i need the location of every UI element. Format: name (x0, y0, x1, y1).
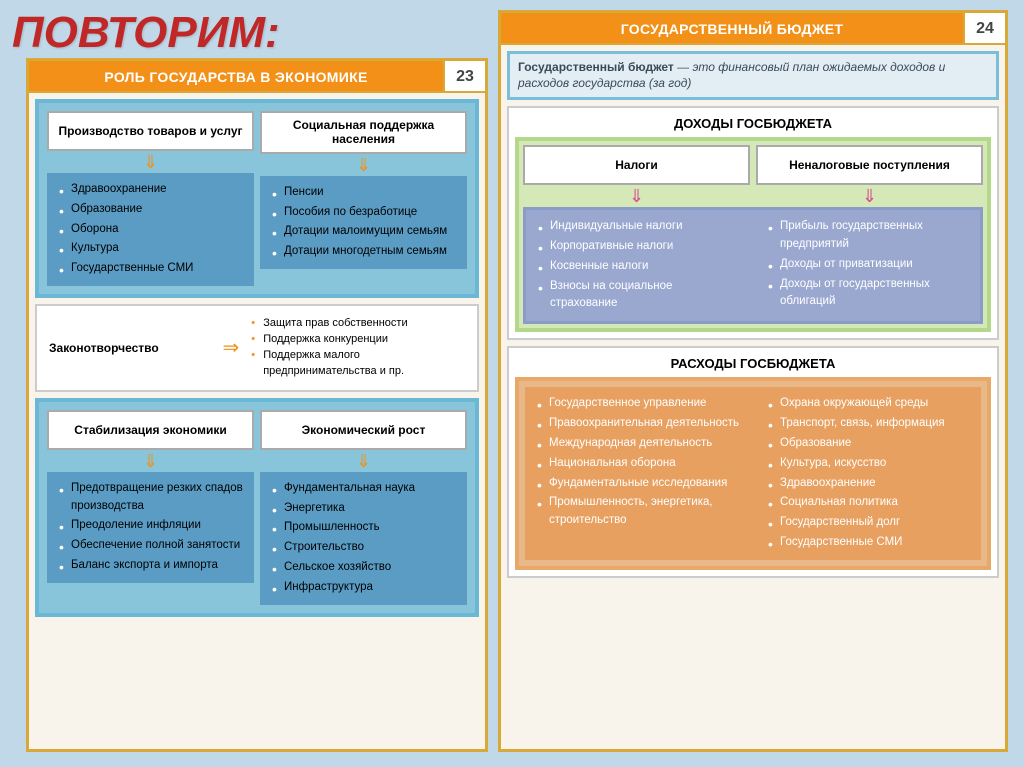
expense-title: РАСХОДЫ ГОСБЮДЖЕТА (511, 356, 995, 371)
list-item: Транспорт, связь, информация (770, 415, 973, 433)
income-title: ДОХОДЫ ГОСБЮДЖЕТА (511, 116, 995, 131)
list-item: Оборона (61, 221, 246, 239)
list-item: Индивидуальные налоги (540, 218, 742, 236)
list-item: Государственные СМИ (770, 534, 973, 552)
panel-header: РОЛЬ ГОСУДАРСТВА В ЭКОНОМИКЕ 23 (29, 61, 485, 93)
list-item: Государственные СМИ (61, 260, 246, 278)
list-item: Пенсии (274, 184, 459, 202)
list-nontax: Прибыль государственных предприятий Доход… (756, 210, 980, 321)
arrow-down-icon: ⇓ (260, 156, 467, 174)
list-item: Международная деятельность (539, 435, 742, 453)
list-item: Инфраструктура (274, 579, 459, 597)
list-item: Охрана окружающей среды (770, 395, 973, 413)
list-item: Поддержка малого предпринимательства и п… (253, 348, 467, 380)
list-production: Здравоохранение Образование ОборонаКультур… (47, 173, 254, 286)
head-production: Производство товаров и услуг (47, 111, 254, 151)
list-item: Баланс экспорта и импорта (61, 557, 246, 575)
panel-header-title: РОЛЬ ГОСУДАРСТВА В ЭКОНОМИКЕ (29, 61, 443, 91)
list-stabilization: Предотвращение резких спадов производств… (47, 472, 254, 583)
arrow-down-icon: ⇓ (523, 187, 750, 205)
head-stabilization: Стабилизация экономики (47, 410, 254, 450)
panel-role-state-economy: РОЛЬ ГОСУДАРСТВА В ЭКОНОМИКЕ 23 Производ… (26, 58, 488, 752)
arrow-right-icon: ⇒ (222, 335, 239, 360)
list-item: Промышленность (274, 519, 459, 537)
list-item: Образование (61, 201, 246, 219)
panel-state-budget: ГОСУДАРСТВЕННЫЙ БЮДЖЕТ 24 Государственны… (498, 10, 1008, 752)
top-block: Производство товаров и услуг ⇓ Здравоохр… (35, 99, 479, 298)
list-item: Доходы от государственных облигаций (770, 276, 972, 312)
list-item: Энергетика (274, 500, 459, 518)
definition-term: Государственный бюджет (518, 60, 674, 74)
list-item: Государственное управление (539, 395, 742, 413)
list-item: Обеспечение полной занятости (61, 537, 246, 555)
list-item: Доходы от приватизации (770, 256, 972, 274)
arrow-down-icon: ⇓ (756, 187, 983, 205)
lawmaking-block: Законотворчество ⇒ Защита прав собственн… (35, 304, 479, 392)
list-expense-right: Охрана окружающей среды Транспорт, связь,… (756, 387, 981, 560)
list-item: Образование (770, 435, 973, 453)
list-item: Прибыль государственных предприятий (770, 218, 972, 254)
list-item: Промышленность, энергетика, строительств… (539, 494, 742, 530)
list-taxes: Индивидуальные налоги Корпоративные налог… (526, 210, 750, 321)
list-item: Поддержка конкуренции (253, 332, 467, 348)
list-item: Дотации малоимущим семьям (274, 223, 459, 241)
list-item: Защита прав собственности (253, 316, 467, 332)
arrow-down-icon: ⇓ (260, 452, 467, 470)
list-item: Культура, искусство (770, 455, 973, 473)
list-item: Здравоохранение (770, 475, 973, 493)
list-item: Государственный долг (770, 514, 973, 532)
panel-header: ГОСУДАРСТВЕННЫЙ БЮДЖЕТ 24 (501, 13, 1005, 45)
list-item: Здравоохранение (61, 181, 246, 199)
list-item: Корпоративные налоги (540, 238, 742, 256)
expense-section: РАСХОДЫ ГОСБЮДЖЕТА Государственное управ… (507, 346, 999, 578)
panel-header-number: 24 (963, 13, 1005, 43)
arrow-down-icon: ⇓ (47, 452, 254, 470)
definition-box: Государственный бюджет — это финансовый … (507, 51, 999, 100)
arrow-down-icon: ⇓ (47, 153, 254, 171)
list-item: Социальная политика (770, 494, 973, 512)
list-item: Дотации многодетным семьям (274, 243, 459, 261)
slide-title: ПОВТОРИМ: (12, 8, 280, 58)
head-nontax: Неналоговые поступления (756, 145, 983, 185)
list-item: Пособия по безработице (274, 204, 459, 222)
bottom-block: Стабилизация экономики ⇓ Предотвращение … (35, 398, 479, 617)
lawmaking-label: Законотворчество (41, 333, 222, 363)
list-item: Фундаментальные исследования (539, 475, 742, 493)
list-social-support: Пенсии Пособия по безработицеДотации мало… (260, 176, 467, 269)
panel-header-number: 23 (443, 61, 485, 91)
list-item: Правоохранительная деятельность (539, 415, 742, 433)
list-item: Национальная оборона (539, 455, 742, 473)
list-item: Косвенные налоги (540, 258, 742, 276)
head-growth: Экономический рост (260, 410, 467, 450)
list-item: Фундаментальная наука (274, 480, 459, 498)
list-item: Строительство (274, 539, 459, 557)
list-item: Предотвращение резких спадов производств… (61, 480, 246, 516)
list-growth: Фундаментальная наука ЭнергетикаПромышлен… (260, 472, 467, 605)
list-expense-left: Государственное управление Правоохранител… (525, 387, 750, 560)
head-social-support: Социальная поддержка населения (260, 111, 467, 154)
list-item: Преодоление инфляции (61, 517, 246, 535)
income-section: ДОХОДЫ ГОСБЮДЖЕТА Налоги ⇓ Неналоговые п… (507, 106, 999, 340)
head-taxes: Налоги (523, 145, 750, 185)
list-item: Сельское хозяйство (274, 559, 459, 577)
lawmaking-list: Защита прав собственностиПоддержка конку… (239, 312, 473, 384)
list-item: Взносы на социальное страхование (540, 278, 742, 314)
panel-header-title: ГОСУДАРСТВЕННЫЙ БЮДЖЕТ (501, 13, 963, 43)
list-item: Культура (61, 240, 246, 258)
